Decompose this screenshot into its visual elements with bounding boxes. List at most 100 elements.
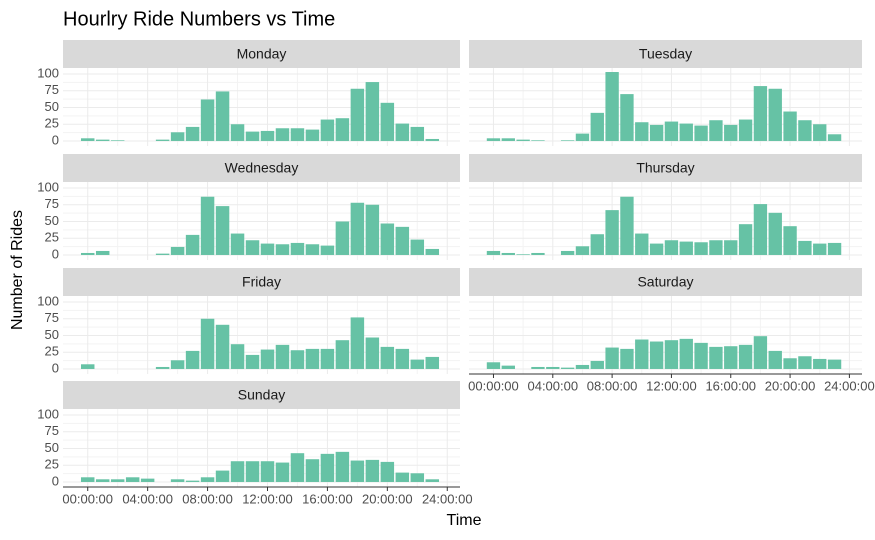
- bar: [95, 139, 110, 141]
- bar: [260, 461, 275, 482]
- strip: [63, 268, 460, 296]
- bar: [501, 138, 515, 141]
- bar: [664, 240, 679, 255]
- bar: [425, 479, 440, 482]
- bar: [575, 133, 590, 141]
- bar: [260, 130, 275, 141]
- strip-label: Saturday: [637, 274, 693, 290]
- bar: [531, 366, 545, 369]
- bar: [395, 472, 410, 482]
- bar: [260, 349, 275, 369]
- bar: [380, 223, 395, 255]
- bar: [170, 479, 185, 482]
- bar: [275, 462, 290, 482]
- bar: [425, 138, 440, 141]
- y-tick-label: 25: [45, 344, 59, 359]
- x-tick-label: 16:00:00: [302, 491, 353, 506]
- bar: [635, 233, 649, 255]
- bar: [709, 346, 723, 369]
- bar: [620, 348, 634, 369]
- y-tick-label: 50: [45, 327, 59, 342]
- bar: [185, 234, 200, 255]
- bar: [664, 121, 679, 141]
- bar: [724, 240, 738, 255]
- bar: [590, 112, 604, 141]
- bar: [260, 243, 275, 255]
- bar: [365, 82, 380, 141]
- bar: [694, 242, 708, 255]
- bar: [155, 139, 170, 141]
- bar: [230, 233, 245, 255]
- bar: [275, 344, 290, 369]
- strip: [469, 154, 862, 182]
- bar: [575, 246, 590, 255]
- bar: [724, 346, 738, 369]
- bar: [110, 479, 125, 482]
- bar: [827, 242, 842, 255]
- bar: [80, 364, 95, 369]
- x-tick-label: 16:00:00: [705, 378, 756, 393]
- bar: [501, 365, 515, 369]
- bar: [798, 120, 812, 141]
- strip-label: Monday: [237, 46, 287, 62]
- bar: [753, 336, 768, 369]
- bar: [709, 120, 723, 141]
- bar: [95, 250, 110, 255]
- bar: [185, 126, 200, 141]
- bar: [140, 478, 155, 482]
- y-tick-label: 100: [37, 179, 59, 194]
- bar: [290, 128, 305, 141]
- bar: [335, 451, 350, 482]
- bar: [80, 138, 95, 141]
- y-tick-label: 50: [45, 213, 59, 228]
- bar: [185, 350, 200, 369]
- bar: [798, 356, 812, 369]
- strip: [63, 381, 460, 409]
- bar: [380, 102, 395, 141]
- bar: [350, 460, 365, 482]
- x-tick-label: 12:00:00: [242, 491, 293, 506]
- bar: [245, 461, 260, 482]
- bar: [185, 480, 200, 482]
- y-tick-label: 75: [45, 310, 59, 325]
- bar: [783, 111, 797, 141]
- bar: [410, 473, 425, 482]
- bar: [768, 88, 782, 141]
- y-tick-label: 50: [45, 440, 59, 455]
- bar: [350, 202, 365, 255]
- strip: [63, 154, 460, 182]
- bar: [335, 340, 350, 369]
- bar: [230, 461, 245, 482]
- bar: [605, 347, 619, 369]
- bar: [679, 241, 693, 255]
- bar: [798, 240, 812, 255]
- bar: [516, 139, 530, 141]
- bar: [694, 342, 708, 369]
- bar: [200, 196, 215, 255]
- bar: [320, 453, 335, 482]
- x-tick-label: 24:00:00: [824, 378, 875, 393]
- bar: [395, 226, 410, 255]
- bar: [709, 240, 723, 255]
- bar: [245, 131, 260, 141]
- bar: [155, 253, 170, 255]
- strip-label: Wednesday: [225, 160, 299, 176]
- y-tick-label: 100: [37, 65, 59, 80]
- bar: [679, 123, 693, 141]
- bar: [531, 252, 545, 255]
- bar: [768, 212, 782, 255]
- bar: [365, 459, 380, 482]
- bar: [486, 250, 501, 255]
- bar: [827, 359, 842, 369]
- bar: [200, 477, 215, 482]
- x-tick-label: 08:00:00: [587, 378, 638, 393]
- bar: [380, 346, 395, 369]
- bar: [664, 340, 679, 369]
- bar: [155, 366, 170, 369]
- bar: [813, 243, 827, 255]
- bar: [95, 479, 110, 482]
- bar: [738, 119, 753, 141]
- bar: [245, 240, 260, 255]
- y-tick-label: 75: [45, 82, 59, 97]
